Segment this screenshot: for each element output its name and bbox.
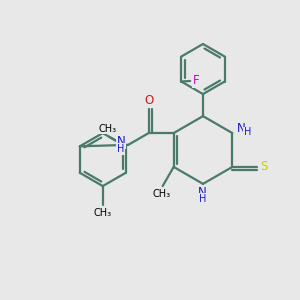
Text: O: O [144, 94, 153, 107]
Text: S: S [260, 160, 268, 173]
Text: H: H [244, 128, 251, 137]
Text: CH₃: CH₃ [99, 124, 117, 134]
Text: CH₃: CH₃ [94, 208, 112, 218]
Text: N: N [198, 186, 207, 199]
Text: N: N [116, 135, 125, 148]
Text: CH₃: CH₃ [152, 189, 170, 199]
Text: H: H [117, 144, 124, 154]
Text: F: F [193, 74, 200, 88]
Text: H: H [199, 194, 206, 204]
Text: N: N [237, 122, 245, 135]
